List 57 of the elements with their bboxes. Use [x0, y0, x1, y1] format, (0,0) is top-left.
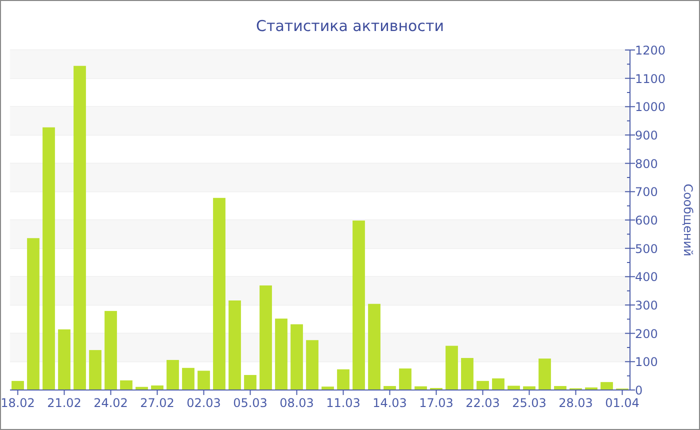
bar: [352, 220, 365, 390]
bar: [182, 368, 194, 390]
bar: [244, 374, 256, 390]
bar: [476, 380, 489, 390]
x-tick-label: 02.03: [186, 396, 221, 410]
x-tick-label: 18.02: [0, 396, 35, 410]
x-tick-label: 27.02: [140, 396, 174, 410]
y-tick-label: 600: [635, 214, 658, 228]
x-tick-label: 22.03: [466, 396, 500, 410]
x-tick-label: 25.03: [512, 396, 546, 410]
bar: [446, 346, 458, 390]
x-tick-label: 05.03: [233, 396, 268, 410]
y-tick-label: 900: [635, 128, 658, 142]
bar: [74, 66, 86, 390]
bar: [42, 127, 55, 390]
y-tick-label: 700: [635, 185, 658, 200]
bar: [58, 329, 70, 390]
y-tick-label: 500: [635, 242, 658, 256]
x-tick-label: 17.03: [419, 396, 454, 410]
x-tick-label: 24.02: [94, 396, 128, 410]
bar: [290, 324, 303, 390]
y-tick-label: 1200: [635, 44, 666, 58]
y-tick-label: 100: [635, 355, 658, 370]
chart-title: Статистика активности: [256, 17, 444, 35]
x-tick-label: 28.03: [558, 396, 593, 410]
y-tick-label: 200: [635, 326, 658, 341]
bar: [337, 369, 350, 390]
x-tick-label: 08.03: [280, 396, 314, 410]
bar: [399, 368, 412, 390]
bar: [166, 360, 179, 390]
y-axis-title: Сообщений: [681, 184, 695, 256]
x-tick-label: 21.02: [47, 396, 82, 410]
y-tick-label: 1000: [635, 100, 666, 114]
bar: [120, 380, 132, 390]
bar: [600, 382, 613, 390]
y-tick-label: 800: [635, 156, 658, 171]
bar: [461, 358, 474, 390]
bar: [27, 238, 40, 390]
x-tick-label: 01.04: [605, 396, 640, 410]
x-tick-label: 11.03: [326, 396, 360, 410]
bar: [104, 310, 117, 390]
y-tick-label: 300: [635, 298, 658, 312]
bar: [260, 285, 272, 390]
bar: [275, 318, 288, 390]
bar: [198, 370, 210, 390]
bar: [12, 380, 24, 390]
bar: [368, 304, 380, 390]
bar: [228, 300, 241, 390]
bar: [306, 340, 318, 390]
y-tick-label: 1100: [635, 72, 666, 86]
bar: [89, 350, 102, 390]
bar: [492, 378, 504, 390]
bar: [213, 198, 226, 390]
y-tick-label: 400: [635, 270, 658, 284]
x-tick-label: 14.03: [372, 396, 407, 410]
y-tick-label: 0: [635, 384, 643, 398]
bar: [538, 358, 551, 390]
